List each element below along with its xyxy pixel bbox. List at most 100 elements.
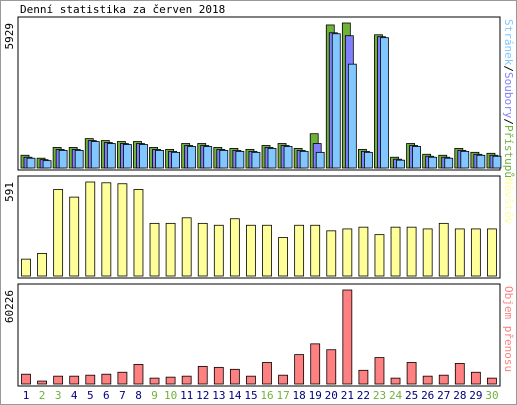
bar <box>139 144 148 169</box>
x-tick-label: 19 <box>309 389 322 402</box>
x-tick-label: 5 <box>87 389 94 402</box>
bar <box>106 143 116 169</box>
bar <box>390 377 401 385</box>
bar <box>380 37 389 169</box>
x-tick-label: 28 <box>453 389 466 402</box>
bar <box>454 363 465 385</box>
bar <box>235 150 245 169</box>
bar <box>42 160 52 169</box>
bar <box>229 218 240 277</box>
bar <box>492 155 502 169</box>
x-tick-label: 29 <box>469 389 482 402</box>
bar <box>53 375 64 385</box>
bar <box>155 149 164 169</box>
bar <box>310 343 321 385</box>
bar <box>374 234 385 277</box>
x-tick-label: 3 <box>55 389 62 402</box>
x-tick-label: 13 <box>212 389 225 402</box>
x-tick-label: 30 <box>485 389 498 402</box>
bar <box>53 189 64 277</box>
x-tick-label: 14 <box>228 389 242 402</box>
x-tick-label: 9 <box>151 389 158 402</box>
bar <box>487 228 497 277</box>
bar <box>438 374 449 385</box>
legend-entry: Přístupů <box>502 125 515 178</box>
bar <box>326 230 337 277</box>
bar <box>422 228 433 277</box>
bar <box>58 149 68 169</box>
x-tick-label: 2 <box>39 389 46 402</box>
x-tick-label: 16 <box>260 389 273 402</box>
bar <box>213 366 224 385</box>
bar <box>283 146 293 169</box>
bar <box>299 150 309 169</box>
x-tick-label: 25 <box>405 389 418 402</box>
bar <box>133 364 144 385</box>
x-tick-label: 17 <box>276 389 289 402</box>
bar <box>181 217 192 277</box>
bar <box>390 226 401 277</box>
bar <box>347 63 357 169</box>
bar <box>149 377 160 385</box>
bar <box>374 357 385 385</box>
bar <box>444 157 454 169</box>
legend: Objem přenosu <box>502 286 515 372</box>
bar <box>85 374 96 385</box>
bar <box>326 349 337 385</box>
bar <box>26 157 36 169</box>
bar <box>21 258 31 277</box>
bar <box>187 146 197 169</box>
bar <box>454 228 465 277</box>
panel <box>17 175 501 279</box>
bar <box>171 151 181 169</box>
legend-entry: Objem přenosu <box>502 286 515 372</box>
x-tick-label: 18 <box>293 389 306 402</box>
y-max-label: 591 <box>3 182 16 202</box>
x-tick-label: 20 <box>325 389 338 402</box>
bar <box>358 226 369 277</box>
bar <box>229 368 240 385</box>
bar <box>37 380 47 385</box>
y-max-label: 60226 <box>3 290 16 323</box>
bar <box>69 375 80 385</box>
bar <box>117 183 128 277</box>
bar <box>315 151 325 169</box>
bar <box>428 156 438 169</box>
bar <box>85 181 96 277</box>
bar <box>294 354 305 385</box>
bar <box>422 375 433 385</box>
bar <box>203 146 213 169</box>
x-tick-label: 24 <box>389 389 403 402</box>
legend: Stránek/Soubory/Přístupů <box>502 19 515 178</box>
x-tick-label: 7 <box>119 389 126 402</box>
bar <box>476 154 486 169</box>
bar <box>294 224 305 277</box>
bar <box>363 151 373 169</box>
bar <box>487 377 497 385</box>
bar <box>246 224 256 277</box>
bar <box>438 222 449 277</box>
bar <box>342 228 353 277</box>
bar <box>219 149 229 169</box>
bar <box>197 365 208 385</box>
x-tick-label: 12 <box>196 389 209 402</box>
x-tick-label: 4 <box>71 389 78 402</box>
bar <box>342 289 353 385</box>
bar <box>117 371 128 385</box>
y-max-label: 5929 <box>3 23 16 50</box>
legend-entry: Soubory <box>502 72 515 119</box>
bar <box>331 33 341 169</box>
x-tick-label: 1 <box>23 389 30 402</box>
bar <box>406 362 417 385</box>
x-tick-label: 21 <box>341 389 354 402</box>
bar <box>470 228 481 277</box>
bar <box>149 222 160 277</box>
bar <box>278 374 288 385</box>
panel <box>17 283 501 387</box>
bar <box>90 141 100 169</box>
bar <box>181 375 192 385</box>
bar <box>406 226 417 277</box>
bar <box>460 150 470 169</box>
bar <box>262 362 272 385</box>
bar <box>197 222 208 277</box>
